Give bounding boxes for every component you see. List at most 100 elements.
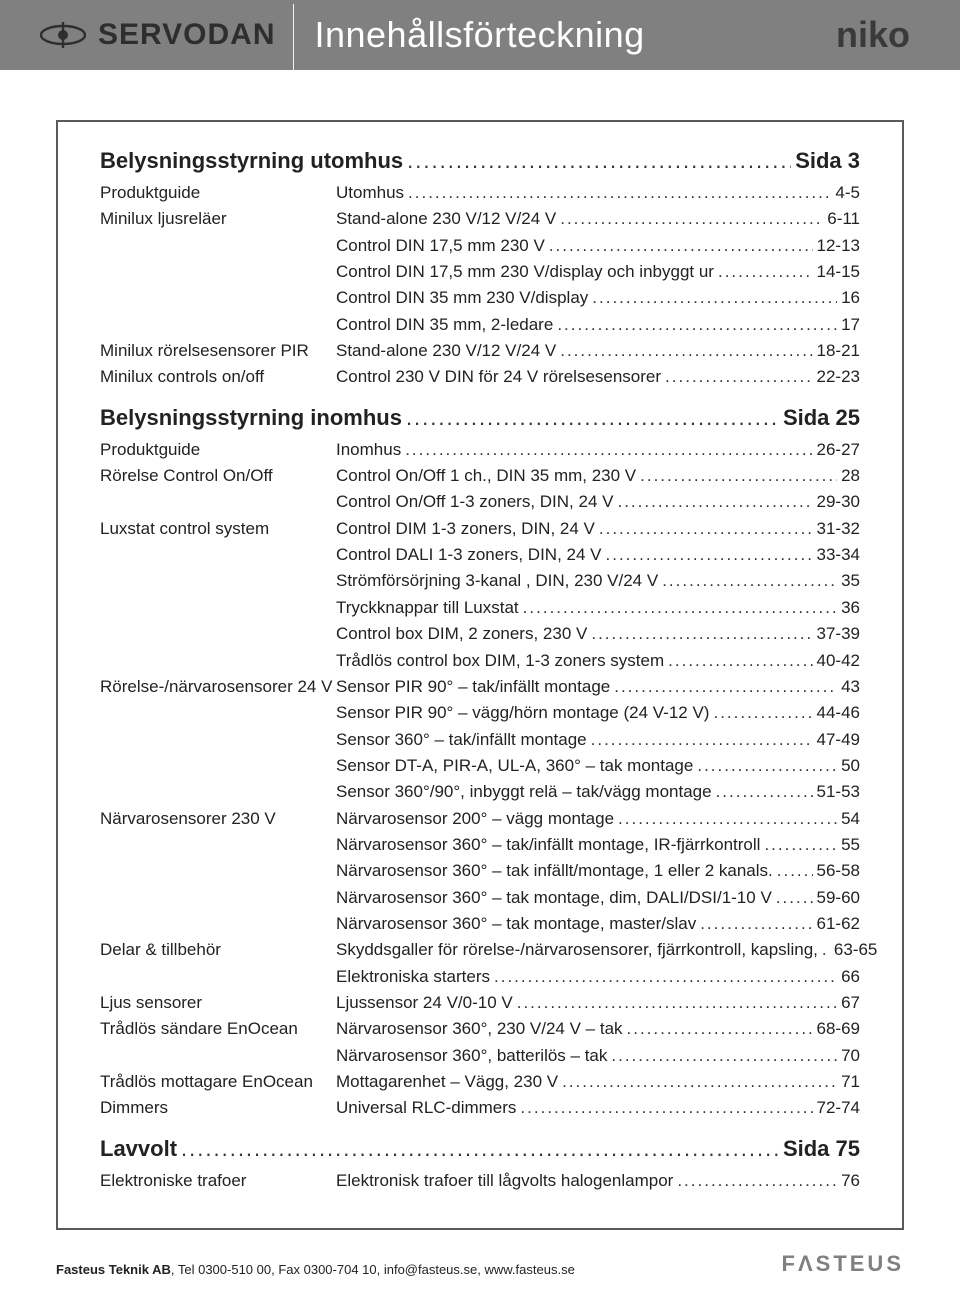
entry-page: 28 [841, 463, 860, 489]
section-page: Sida 75 [783, 1136, 860, 1162]
section-page: Sida 25 [783, 405, 860, 431]
entry-label: Minilux controls on/off [100, 364, 336, 390]
entry-page: 54 [841, 806, 860, 832]
entry-page: 76 [841, 1168, 860, 1194]
entry-label: Ljus sensorer [100, 990, 336, 1016]
entry-label: Elektroniske trafoer [100, 1168, 336, 1194]
toc-entry: Control DALI 1-3 zoners, DIN, 24 V......… [100, 542, 860, 568]
leader-dots: ........................................… [592, 285, 837, 311]
toc-box: Belysningsstyrning utomhus..............… [56, 120, 904, 1230]
entry-page: 70 [841, 1043, 860, 1069]
entry-page: 6-11 [827, 206, 860, 232]
toc-entry: Ljus sensorerLjussensor 24 V/0-10 V.....… [100, 990, 860, 1016]
toc-entry: Sensor 360° – tak/infällt montage.......… [100, 727, 860, 753]
entry-page: 14-15 [817, 259, 860, 285]
leader-dots: ........................................… [606, 542, 813, 568]
toc-entry: Elektroniska starters...................… [100, 964, 860, 990]
leader-dots: ........................................… [665, 364, 812, 390]
leader-dots: ........................................… [591, 727, 813, 753]
entry-desc: Control On/Off 1 ch., DIN 35 mm, 230 V [336, 463, 636, 489]
leader-dots: ........................................… [627, 1016, 813, 1042]
entry-label: Minilux rörelsesensorer PIR [100, 338, 336, 364]
toc-entry: Närvarosensorer 230 VNärvarosensor 200° … [100, 806, 860, 832]
entry-page: 61-62 [817, 911, 860, 937]
entry-desc: Skyddsgaller för rörelse-/närvarosensore… [336, 937, 818, 963]
leader-dots: ........................................… [713, 700, 812, 726]
niko-logo: niko [836, 14, 910, 56]
section-title: Lavvolt [100, 1136, 177, 1162]
toc-entry: Tryckknappar till Luxstat...............… [100, 595, 860, 621]
entry-desc: Control 230 V DIN för 24 V rörelsesensor… [336, 364, 661, 390]
leader-dots: ........................................… [618, 806, 837, 832]
leader-dots: ........................................… [523, 595, 837, 621]
entry-desc: Sensor 360° – tak/infällt montage [336, 727, 587, 753]
section-title: Belysningsstyrning inomhus [100, 405, 402, 431]
entry-label: Delar & tillbehör [100, 937, 336, 963]
entry-page: 31-32 [817, 516, 860, 542]
toc-entry: DimmersUniversal RLC-dimmers............… [100, 1095, 860, 1121]
entry-page: 29-30 [817, 489, 860, 515]
toc-entry: Control box DIM, 2 zoners, 230 V........… [100, 621, 860, 647]
entry-label: Trådlös sändare EnOcean [100, 1016, 336, 1042]
toc-entry: Minilux ljusreläerStand-alone 230 V/12 V… [100, 206, 860, 232]
leader-dots: ........................................… [718, 259, 813, 285]
entry-page: 55 [841, 832, 860, 858]
entry-page: 56-58 [817, 858, 860, 884]
entry-label: Produktguide [100, 437, 336, 463]
toc-entry: ProduktguideInomhus.....................… [100, 437, 860, 463]
entry-desc: Control box DIM, 2 zoners, 230 V [336, 621, 587, 647]
entry-page: 66 [841, 964, 860, 990]
entry-page: 59-60 [817, 885, 860, 911]
entry-label: Rörelse-/närvarosensorer 24 V [100, 674, 336, 700]
entry-page: 68-69 [817, 1016, 860, 1042]
leader-dots: ........................................… [716, 779, 813, 805]
leader-dots: ........................................… [560, 338, 812, 364]
toc-entry: Närvarosensor 360° – tak infällt/montage… [100, 858, 860, 884]
leader-dots: ........................................… [822, 937, 830, 963]
toc-entry: Trådlös sändare EnOceanNärvarosensor 360… [100, 1016, 860, 1042]
leader-dots: ........................................… [562, 1069, 837, 1095]
leader-dots: ........................................… [697, 753, 837, 779]
leader-dots: ........................................… [617, 489, 812, 515]
entry-label: Rörelse Control On/Off [100, 463, 336, 489]
entry-desc: Närvarosensor 360° – tak infällt/montage… [336, 858, 773, 884]
toc-entry: Control DIN 17,5 mm 230 V/display och in… [100, 259, 860, 285]
leader-dots: ........................................… [181, 1136, 779, 1162]
entry-label: Minilux ljusreläer [100, 206, 336, 232]
footer: Fasteus Teknik AB, Tel 0300-510 00, Fax … [56, 1251, 904, 1277]
toc-entry: Närvarosensor 360° – tak/infällt montage… [100, 832, 860, 858]
entry-page: 50 [841, 753, 860, 779]
niko-wordmark: niko [836, 14, 910, 56]
toc-entry: Trådlös mottagare EnOceanMottagarenhet –… [100, 1069, 860, 1095]
entry-desc: Control DIM 1-3 zoners, DIN, 24 V [336, 516, 595, 542]
entry-page: 44-46 [817, 700, 860, 726]
servodan-logo: SERVODAN [40, 18, 275, 52]
entry-desc: Sensor PIR 90° – vägg/hörn montage (24 V… [336, 700, 709, 726]
leader-dots: ........................................… [557, 312, 837, 338]
leader-dots: ........................................… [520, 1095, 812, 1121]
eye-icon [40, 22, 86, 48]
section-title: Belysningsstyrning utomhus [100, 148, 403, 174]
entry-desc: Närvarosensor 360° – tak/infällt montage… [336, 832, 760, 858]
entry-desc: Control DIN 35 mm 230 V/display [336, 285, 588, 311]
section-heading: Lavvolt.................................… [100, 1136, 860, 1162]
entry-desc: Elektronisk trafoer till lågvolts haloge… [336, 1168, 673, 1194]
entry-desc: Universal RLC-dimmers [336, 1095, 516, 1121]
entry-page: 37-39 [817, 621, 860, 647]
entry-desc: Control DIN 35 mm, 2-ledare [336, 312, 553, 338]
toc-entry: Närvarosensor 360° – tak montage, master… [100, 911, 860, 937]
entry-page: 47-49 [817, 727, 860, 753]
leader-dots: ........................................… [700, 911, 812, 937]
leader-dots: ........................................… [662, 568, 837, 594]
entry-desc: Mottagarenhet – Vägg, 230 V [336, 1069, 558, 1095]
section-heading: Belysningsstyrning utomhus..............… [100, 148, 860, 174]
leader-dots: ........................................… [406, 405, 779, 431]
toc-entry: Delar & tillbehörSkyddsgaller för rörels… [100, 937, 860, 963]
entry-desc: Control DIN 17,5 mm 230 V/display och in… [336, 259, 714, 285]
header-band: SERVODAN Innehållsförteckning niko [0, 0, 960, 70]
entry-label: Luxstat control system [100, 516, 336, 542]
entry-page: 43 [841, 674, 860, 700]
footer-rest: , Tel 0300-510 00, Fax 0300-704 10, info… [171, 1262, 575, 1277]
leader-dots: ........................................… [668, 648, 812, 674]
toc-entry: Trådlös control box DIM, 1-3 zoners syst… [100, 648, 860, 674]
